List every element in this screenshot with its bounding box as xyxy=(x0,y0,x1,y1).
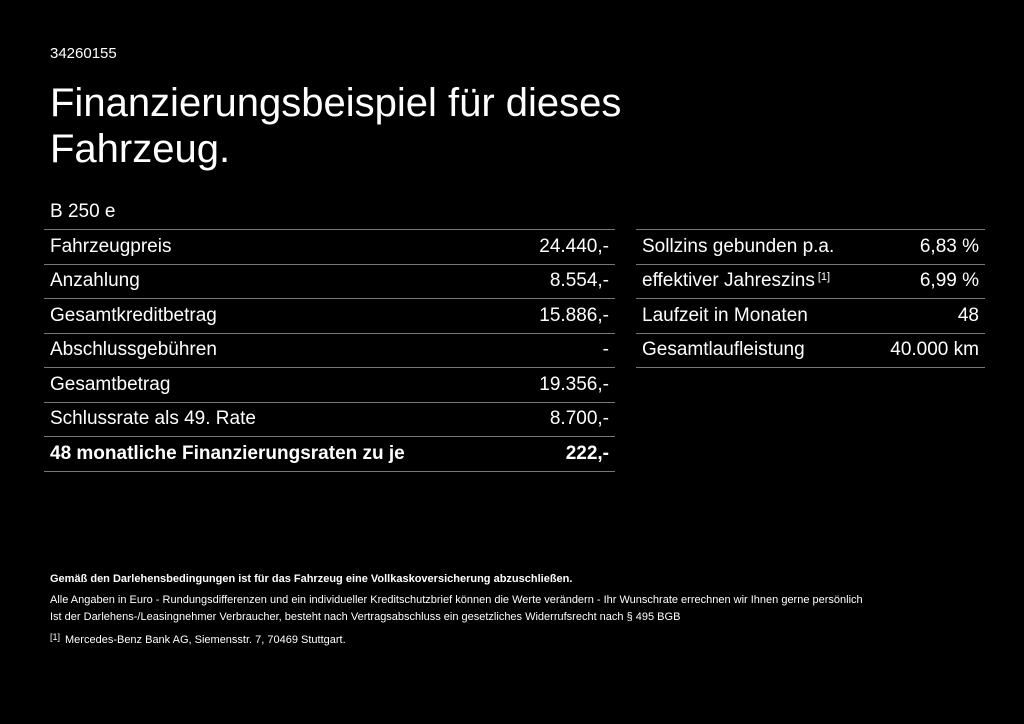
row-value: 8.554,- xyxy=(549,270,609,292)
note: Ist der Darlehens-/Leasingnehmer Verbrau… xyxy=(50,611,681,623)
note: Alle Angaben in Euro - Rundungsdifferenz… xyxy=(50,594,863,606)
row-label: Gesamtkreditbetrag xyxy=(50,304,217,326)
row-value: 15.886,- xyxy=(539,304,609,326)
row-label: Gesamtlaufleistung xyxy=(642,339,805,361)
row-value: 6,99 % xyxy=(919,270,979,292)
table-row: Sollzins gebunden p.a. 6,83 % xyxy=(636,230,985,265)
vehicle-id: 34260155 xyxy=(50,45,117,62)
title: Finanzierungsbeispiel für dieses Fahrzeu… xyxy=(50,81,622,171)
footnote-text: Mercedes-Benz Bank AG, Siemensstr. 7, 70… xyxy=(65,634,346,646)
footnote-ref: [1] xyxy=(50,632,61,642)
table-row: Abschlussgebühren - xyxy=(44,334,615,368)
finance-table: Fahrzeugpreis 24.440,- Anzahlung 8.554,- Ges… xyxy=(44,229,615,472)
row-value: 19.356,- xyxy=(539,373,609,395)
row-label: Fahrzeugpreis xyxy=(50,235,172,257)
row-value: 24.440,- xyxy=(539,235,609,257)
table-row: 48 monatliche Finanzierungsraten zu je 22… xyxy=(44,437,615,472)
row-label: Schlussrate als 49. Rate xyxy=(50,408,256,430)
row-label: Laufzeit in Monaten xyxy=(642,305,808,327)
row-label-text: Gesamtlaufleistung xyxy=(642,339,805,361)
row-value: 8.700,- xyxy=(549,408,609,430)
row-label: Anzahlung xyxy=(50,270,140,292)
footnote-ref: [1] xyxy=(817,271,831,284)
table-row: Laufzeit in Monaten 48 xyxy=(636,299,985,334)
model: B 250 e xyxy=(50,201,116,222)
terms-table: Sollzins gebunden p.a. 6,83 % effektiver J… xyxy=(636,229,985,368)
table-row: Anzahlung 8.554,- xyxy=(44,265,615,299)
row-value: 40.000 km xyxy=(890,339,979,361)
row-label-text: effektiver Jahreszins xyxy=(642,270,815,292)
row-label-text: Sollzins gebunden p.a. xyxy=(642,235,835,257)
table-row: Gesamtlaufleistung 40.000 km xyxy=(636,334,985,368)
row-label-text: Laufzeit in Monaten xyxy=(642,304,808,326)
table-row: Gesamtbetrag 19.356,- xyxy=(44,368,615,403)
notes: Gemäß den Darlehensbedingungen ist für d… xyxy=(50,571,863,626)
row-label: Sollzins gebunden p.a. xyxy=(642,236,834,258)
row-label: Abschlussgebühren xyxy=(50,339,217,361)
table-row: effektiver Jahreszins [1] 6,99 % xyxy=(636,265,985,299)
row-value: - xyxy=(602,339,609,361)
row-value: 6,83 % xyxy=(919,235,979,257)
row-label: effektiver Jahreszins [1] xyxy=(642,270,830,292)
table-row: Gesamtkreditbetrag 15.886,- xyxy=(44,299,615,334)
table-row: Fahrzeugpreis 24.440,- xyxy=(44,230,615,265)
footnote: [1] Mercedes-Benz Bank AG, Siemensstr. 7,… xyxy=(50,632,346,646)
table-row: Schlussrate als 49. Rate 8.700,- xyxy=(44,403,615,437)
row-value: 48 xyxy=(957,304,979,326)
note: Gemäß den Darlehensbedingungen ist für d… xyxy=(50,573,573,585)
row-label: 48 monatliche Finanzierungsraten zu je xyxy=(50,442,405,464)
row-label: Gesamtbetrag xyxy=(50,373,171,395)
row-value: 222,- xyxy=(565,442,609,464)
